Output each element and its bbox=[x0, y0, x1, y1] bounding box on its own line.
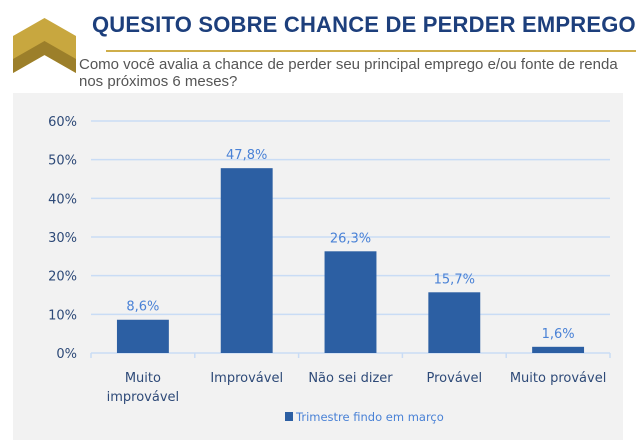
data-label: 47,8% bbox=[226, 148, 267, 163]
bar-chart: 0% 10% 20% 30% 40% 50% 60% 8,6% Muito improvável 4… bbox=[48, 115, 611, 424]
legend-swatch bbox=[285, 412, 293, 421]
question-text: Como você avalia a chance de perder seu … bbox=[79, 56, 636, 90]
x-category-label: Não sei dizer bbox=[308, 371, 393, 386]
x-category-label: Provável bbox=[427, 371, 483, 386]
y-tick-label: 50% bbox=[48, 154, 77, 169]
page-title: QUESITO SOBRE CHANCE DE PERDER EMPREGO bbox=[92, 12, 636, 37]
data-label: 15,7% bbox=[434, 272, 475, 287]
question-line-2: nos próximos 6 meses? bbox=[79, 73, 238, 90]
y-tick-label: 10% bbox=[48, 308, 77, 323]
data-label: 1,6% bbox=[542, 327, 575, 342]
bar bbox=[220, 168, 273, 353]
bar bbox=[116, 319, 169, 353]
y-tick-label: 0% bbox=[56, 347, 77, 362]
bar bbox=[324, 251, 377, 353]
y-tick-label: 20% bbox=[48, 270, 77, 285]
y-tick-label: 40% bbox=[48, 192, 77, 207]
x-category-label: Muito bbox=[125, 371, 161, 386]
data-label: 8,6% bbox=[126, 300, 159, 315]
data-label: 26,3% bbox=[330, 231, 371, 246]
y-tick-label: 60% bbox=[48, 115, 77, 130]
logo-chevron-icon bbox=[13, 18, 76, 73]
bar bbox=[428, 292, 481, 353]
chart-panel: 0% 10% 20% 30% 40% 50% 60% 8,6% Muito improvável 4… bbox=[13, 93, 623, 440]
x-category-label: Muito provável bbox=[510, 371, 606, 386]
y-tick-label: 30% bbox=[48, 231, 77, 246]
legend-label: Trimestre findo em março bbox=[295, 410, 444, 424]
bar bbox=[532, 346, 585, 353]
question-line-1: Como você avalia a chance de perder seu … bbox=[79, 56, 618, 73]
x-category-label: improvável bbox=[107, 390, 180, 405]
title-underline bbox=[106, 50, 636, 52]
x-category-label: Improvável bbox=[210, 371, 283, 386]
